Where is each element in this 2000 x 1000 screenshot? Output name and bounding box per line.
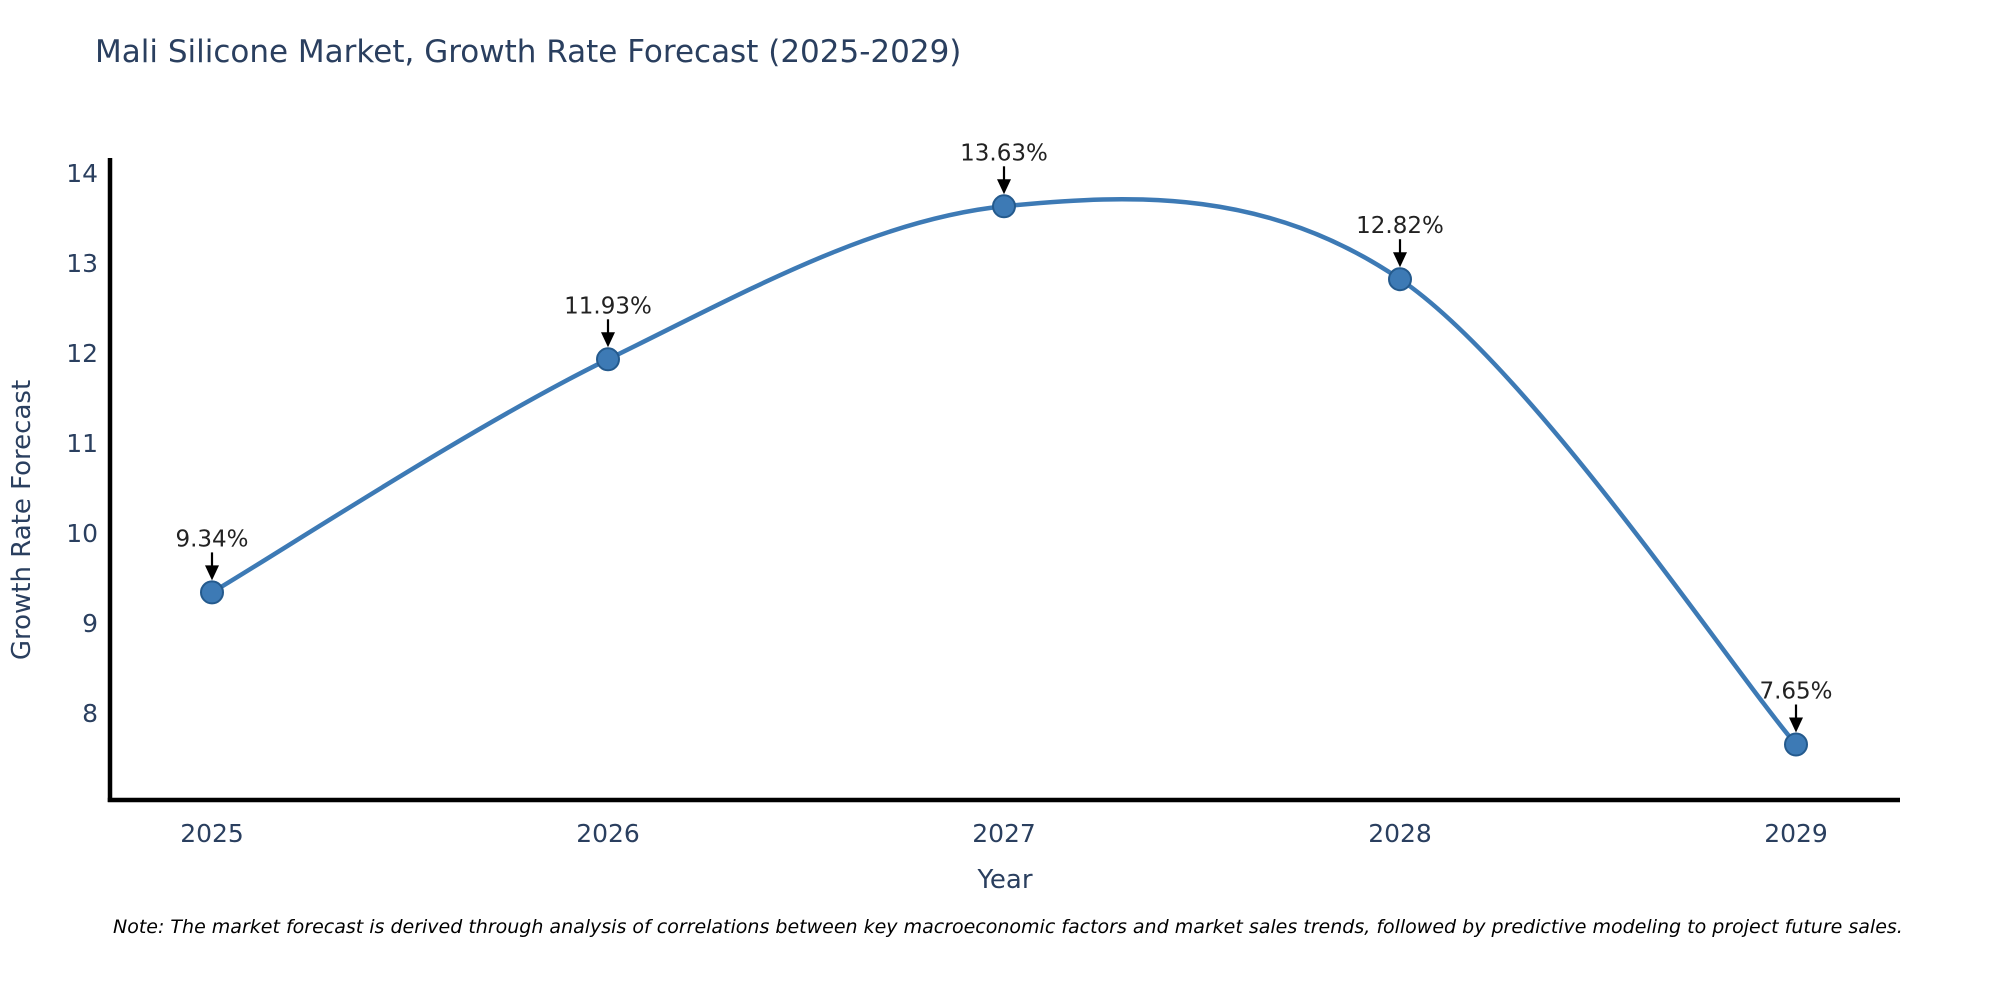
- annotation-arrowhead-icon: [205, 565, 219, 581]
- point-label: 12.82%: [1356, 213, 1444, 239]
- annotation-arrowhead-icon: [997, 179, 1011, 195]
- x-tick-label: 2026: [576, 819, 640, 848]
- x-tick-label: 2028: [1368, 819, 1432, 848]
- point-label: 9.34%: [175, 526, 248, 552]
- y-tick-label: 13: [66, 249, 98, 278]
- x-tick-label: 2029: [1764, 819, 1828, 848]
- data-point-2027[interactable]: [992, 194, 1016, 219]
- point-label: 13.63%: [960, 140, 1048, 166]
- data-point-2028[interactable]: [1388, 267, 1412, 292]
- point-label: 11.93%: [564, 293, 652, 319]
- forecast-line-series: [200, 194, 1808, 757]
- y-tick-label: 14: [66, 159, 98, 188]
- point-annotations: 9.34% 11.93% 13.63% 12.82% 7.65%: [175, 140, 1833, 733]
- annotation-arrowhead-icon: [601, 332, 615, 348]
- forecast-curve: [209, 196, 1799, 747]
- x-tick-label: 2027: [972, 819, 1036, 848]
- y-tick-label: 8: [82, 699, 98, 728]
- x-tick-label: 2025: [180, 819, 244, 848]
- y-tick-label: 10: [66, 519, 98, 548]
- data-point-2026[interactable]: [596, 347, 620, 372]
- y-axis-title: Growth Rate Forecast: [7, 380, 37, 660]
- axis-ticks: 8 9 10 11 12 13 14 2025 2026 2027 2028 2029: [66, 159, 1828, 848]
- point-label: 7.65%: [1759, 679, 1832, 705]
- footnote: Note: The market forecast is derived thr…: [113, 916, 1903, 938]
- annotation-arrowhead-icon: [1789, 717, 1803, 733]
- y-tick-label: 9: [82, 609, 98, 638]
- data-point-2025[interactable]: [200, 580, 224, 605]
- y-tick-label: 12: [66, 339, 98, 368]
- chart-title: Mali Silicone Market, Growth Rate Foreca…: [95, 34, 962, 70]
- data-point-2029[interactable]: [1784, 732, 1808, 757]
- y-tick-label: 11: [66, 429, 98, 458]
- annotation-arrowhead-icon: [1393, 252, 1407, 268]
- x-axis-title: Year: [976, 865, 1032, 895]
